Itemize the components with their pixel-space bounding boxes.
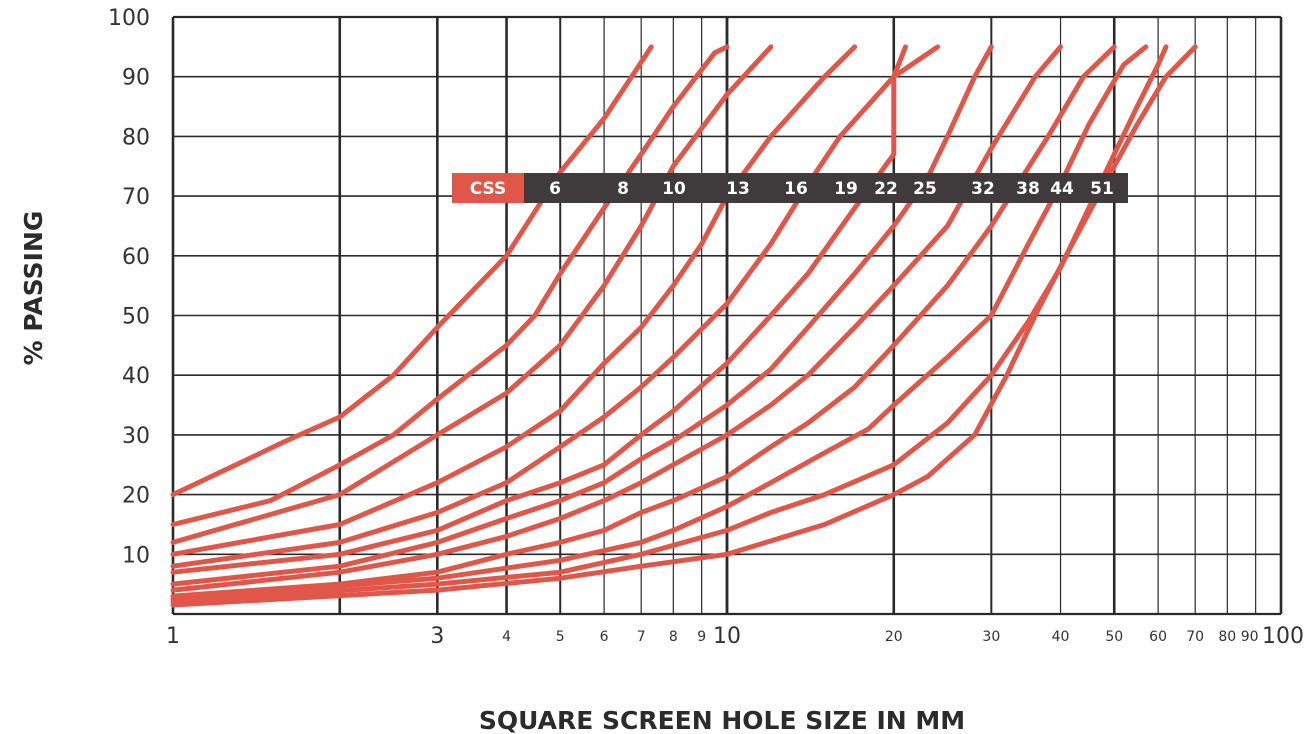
legend-header: CSS — [470, 179, 507, 199]
legend-entry-32: 32 — [971, 179, 995, 199]
y-tick-label: 40 — [122, 364, 150, 389]
x-tick-label: 40 — [1052, 629, 1070, 645]
x-tick-label: 70 — [1186, 629, 1204, 645]
legend-entry-6: 6 — [549, 179, 561, 199]
legend-entry-8: 8 — [617, 179, 629, 199]
x-tick-label: 10 — [713, 624, 741, 649]
x-tick-label: 50 — [1105, 629, 1123, 645]
legend-entry-51: 51 — [1090, 179, 1114, 199]
series-line-32 — [170, 44, 1117, 599]
y-tick-label: 70 — [122, 185, 150, 210]
x-tick-label: 90 — [1241, 629, 1259, 645]
y-axis-title: % PASSING — [19, 211, 48, 366]
y-tick-label: 80 — [122, 125, 150, 150]
legend-entry-25: 25 — [913, 179, 937, 199]
x-tick-label: 80 — [1218, 629, 1236, 645]
x-tick-label: 20 — [885, 629, 903, 645]
y-tick-label: 10 — [122, 543, 150, 568]
series-line-13 — [170, 44, 858, 557]
legend-entry-38: 38 — [1016, 179, 1040, 199]
x-tick-label: 9 — [697, 629, 706, 645]
x-tick-label: 8 — [669, 629, 678, 645]
series-line-10 — [170, 44, 774, 545]
y-axis-tick-labels: 10 20 30 40 50 60 70 80 90 100 — [108, 6, 150, 568]
x-tick-label: 3 — [430, 624, 444, 649]
y-tick-label: 50 — [122, 305, 150, 330]
y-tick-label: 100 — [108, 6, 150, 31]
chart-series-group — [170, 44, 1198, 608]
series-line-25 — [170, 44, 1063, 593]
y-tick-label: 60 — [122, 245, 150, 270]
x-tick-label: 1 — [166, 624, 180, 649]
legend-entry-19: 19 — [834, 179, 858, 199]
series-line-22 — [170, 44, 994, 587]
css-legend: CSS 6 8 10 13 16 19 22 25 32 38 44 51 — [452, 173, 1128, 203]
series-line-51 — [170, 44, 1198, 608]
legend-header-background — [452, 173, 524, 203]
y-tick-label: 20 — [122, 484, 150, 509]
x-tick-label: 4 — [502, 629, 511, 645]
x-tick-label: 5 — [556, 629, 565, 645]
series-line-6 — [170, 44, 654, 498]
series-line-38 — [170, 44, 1149, 602]
series-line-44 — [170, 44, 1169, 605]
legend-entry-13: 13 — [726, 179, 750, 199]
x-tick-label: 30 — [982, 629, 1000, 645]
x-axis-title: SQUARE SCREEN HOLE SIZE IN MM — [479, 706, 965, 734]
x-tick-label: 60 — [1149, 629, 1167, 645]
series-line-16 — [170, 44, 908, 569]
legend-entry-44: 44 — [1050, 179, 1074, 199]
x-tick-label: 7 — [637, 629, 646, 645]
series-line-19 — [170, 44, 941, 575]
legend-entry-16: 16 — [784, 179, 808, 199]
x-tick-label: 6 — [600, 629, 609, 645]
y-tick-label: 90 — [122, 66, 150, 91]
legend-entry-22: 22 — [874, 179, 898, 199]
x-axis-tick-labels: 1 3 4 5 6 7 8 9 10 20 30 40 50 60 70 80 90 100 — [166, 624, 1304, 649]
legend-entry-10: 10 — [662, 179, 686, 199]
x-tick-label: 100 — [1262, 624, 1304, 649]
y-tick-label: 30 — [122, 424, 150, 449]
series-line-8 — [170, 44, 730, 527]
legend-background — [452, 173, 1128, 203]
